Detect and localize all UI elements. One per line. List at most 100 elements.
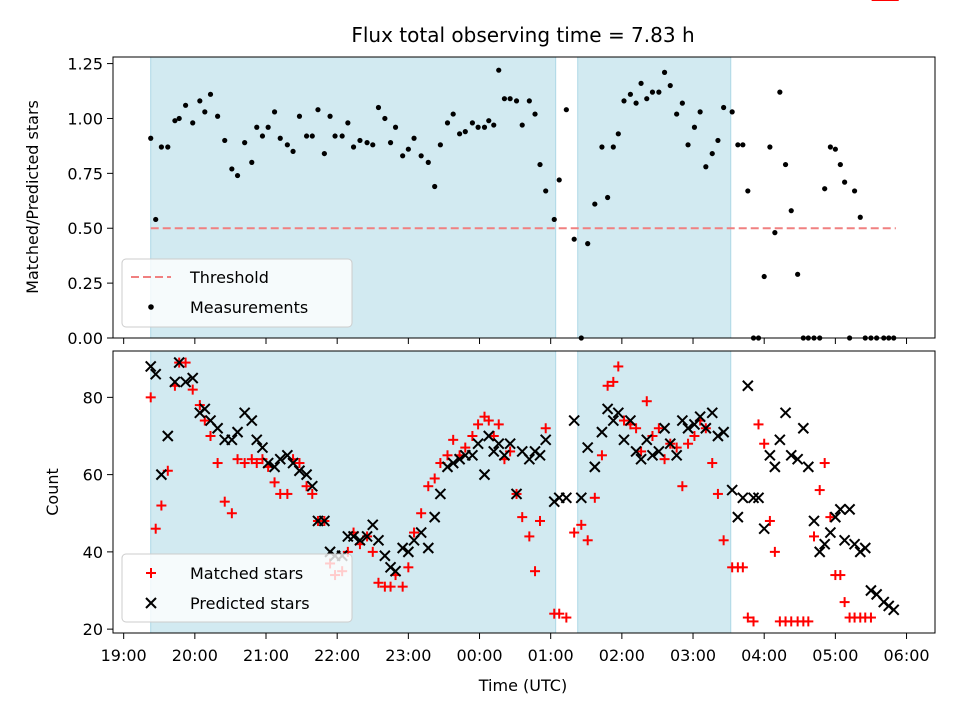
predicted-marker-b [402,546,415,558]
predicted-star-point [653,445,665,458]
measurement-point [375,104,382,111]
matched-star-point [819,458,830,469]
measurement-point [172,118,178,124]
predicted-marker-b [441,461,454,473]
bottom-y-tick-label: 20 [83,620,103,639]
measurement-point [387,140,394,146]
predicted-marker-b [829,511,842,523]
predicted-marker-b [791,453,804,465]
predicted-marker-b [187,372,199,384]
measurement-point [501,96,508,102]
measurement-point [277,135,283,141]
bottom-y-tick-label: 60 [83,466,103,485]
matched-star-point [809,531,820,542]
predicted-marker-b [300,468,313,481]
measurements-legend-marker [148,304,154,310]
predicted-marker-b [199,403,211,415]
matched-star-point [156,500,167,511]
predicted-marker-b [347,530,360,543]
predicted-marker-b [453,453,466,465]
predicted-star-point [635,453,647,465]
measurement-point [615,131,621,137]
measurement-point [249,159,255,165]
measurement-point [599,144,605,150]
matched-star-point [825,512,836,523]
predicted-star-point [596,426,608,438]
measurement-point [605,194,611,201]
predicted-star-point [422,542,434,554]
measurement-point [633,100,639,106]
predicted-marker-b [262,457,274,469]
predicted-legend-marker [145,597,157,609]
matched-legend-marker [146,568,156,578]
measurement-point [729,109,735,115]
measurement-point [207,91,214,97]
predicted-star-point [262,457,274,469]
predicted-marker-b [706,407,718,419]
predicted-marker-b [838,534,851,546]
matched-star-point [683,438,694,449]
measurement-point [469,120,476,126]
predicted-marker-b [834,503,847,516]
predicted-star-point [367,519,379,531]
threshold-legend-label: Threshold [189,268,269,287]
matched-star-point [409,527,420,538]
matched-star-point [232,454,243,465]
predicted-marker-b [813,546,826,558]
measurement-point [148,135,154,141]
matched-star-point [814,485,825,496]
matched-star-point [865,612,876,623]
predicted-marker-b [226,434,238,446]
matched-star-point [145,392,156,403]
matched-star-point [596,450,607,461]
measurement-point [284,142,290,148]
predicted-marker-b [145,360,157,373]
predicted-marker-b [843,503,856,516]
predicted-star-point [256,441,269,454]
predicted-star-point [607,414,620,427]
matched-star-point [602,380,613,391]
predicted-marker-b [204,414,217,427]
top-y-tick-label: 0.50 [67,219,103,238]
predicted-marker-b [318,515,331,527]
measurement-point [656,89,662,95]
predicted-marker-b [306,480,318,492]
measurement-point [703,164,709,170]
matched-star-point [835,570,846,581]
matched-star-point [582,535,593,546]
predicted-marker-b [646,449,659,462]
predicted-marker-b [466,449,479,462]
predicted-star-point [706,407,718,419]
predicted-star-point [717,426,730,438]
predicted-star-point [612,407,625,419]
predicted-marker-b [504,438,516,450]
measurement-point [425,159,431,165]
predicted-star-point [785,449,797,462]
matched-star-point [416,508,427,519]
x-tick-label: 19:00 [101,646,147,665]
predicted-star-point [155,468,168,481]
predicted-marker-b [635,453,647,465]
matched-star-point [613,361,624,372]
matched-star-point [636,446,647,457]
top-x-ticks [123,338,908,344]
predicted-star-point [824,526,837,539]
predicted-marker-b [737,492,749,504]
predicted-star-point [523,453,536,465]
predicted-star-point [347,530,360,543]
measurement-point [481,124,488,130]
predicted-star-point [747,492,760,504]
matched-star-point [618,415,629,426]
predicted-star-point [575,492,587,504]
measurement-point [364,140,370,146]
predicted-marker-b [747,492,760,504]
measurement-point [507,96,513,102]
matched-star-point [554,608,565,619]
predicted-star-point [712,430,724,442]
predicted-star-point [726,484,738,496]
measurement-point [418,153,424,159]
predicted-star-point [145,360,157,373]
measurement-point [382,115,388,122]
predicted-marker-b [658,422,671,434]
